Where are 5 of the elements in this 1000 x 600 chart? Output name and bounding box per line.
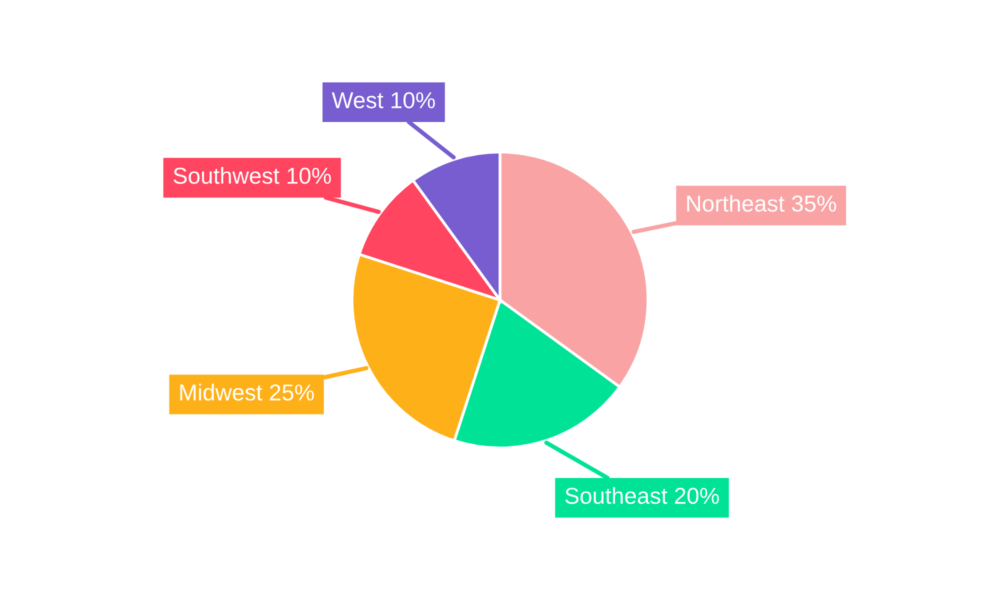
slice-label: Southeast 20% [565,487,719,504]
slice-label: West 10% [332,92,435,108]
slice-label: Northeast 35% [687,194,836,212]
slice-label: Midwest 25% [180,384,314,401]
slice-label: Southwest 10% [174,167,331,184]
